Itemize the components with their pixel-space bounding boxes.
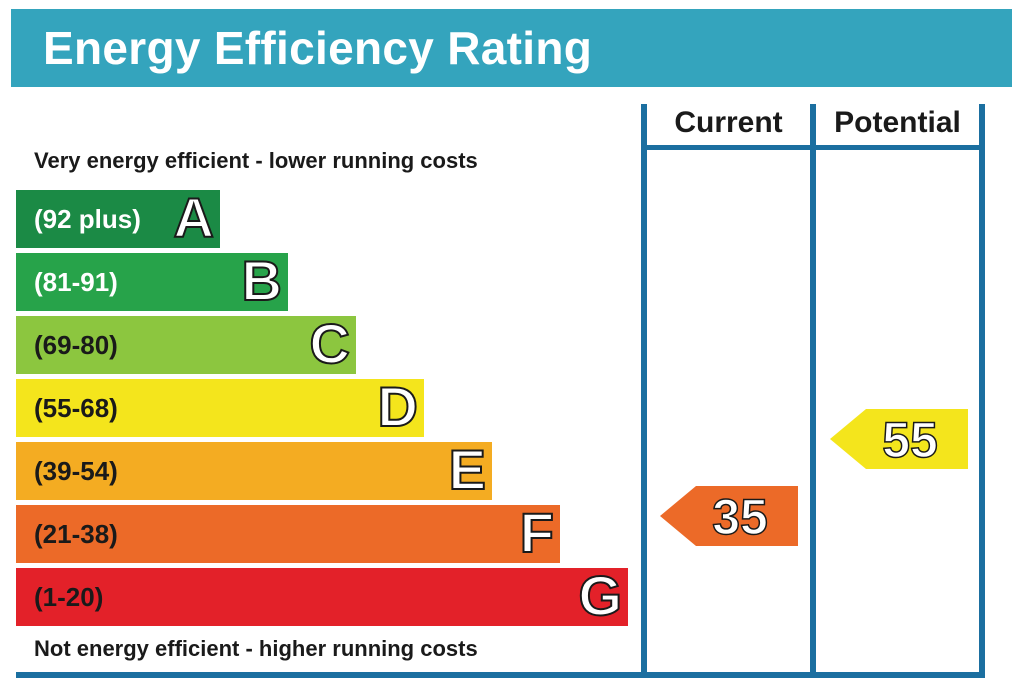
rating-band-range: (21-38): [34, 519, 118, 549]
rating-band-letter: G: [577, 564, 623, 627]
rating-band-letter: D: [377, 375, 419, 438]
rating-band-letter: A: [173, 186, 215, 249]
rating-band-range: (55-68): [34, 393, 118, 423]
rating-band-range: (81-91): [34, 267, 118, 297]
frame-line-right: [979, 104, 985, 675]
frame-line-bottom: [16, 672, 985, 678]
rating-band-letter: F: [519, 501, 555, 564]
page-title: Energy Efficiency Rating: [43, 22, 593, 74]
current-column-header: Current: [674, 106, 783, 139]
rating-band-range: (1-20): [34, 582, 104, 612]
title-bar: Energy Efficiency Rating: [11, 9, 1012, 87]
rating-band-b: (81-91) B: [16, 249, 288, 312]
rating-band-range: (92 plus): [34, 204, 141, 234]
potential-rating-value: 55: [882, 412, 938, 468]
potential-column-header: Potential: [834, 106, 961, 139]
rating-band-letter: E: [448, 438, 487, 501]
rating-band-g: (1-20) G: [16, 564, 628, 627]
rating-band-c: (69-80) C: [16, 312, 356, 375]
rating-band-a: (92 plus) A: [16, 186, 220, 249]
potential-rating-arrow-shape: [830, 409, 968, 469]
current-rating-value: 35: [712, 489, 768, 545]
rating-band-range: (39-54): [34, 456, 118, 486]
rating-band-f: (21-38) F: [16, 501, 560, 564]
frame-line-header: [641, 145, 985, 150]
rating-band-letter: B: [241, 249, 283, 312]
potential-rating-arrow: 55: [830, 409, 968, 469]
rating-band-e: (39-54) E: [16, 438, 492, 501]
bottom-caption: Not energy efficient - higher running co…: [34, 636, 478, 661]
top-caption: Very energy efficient - lower running co…: [34, 148, 478, 173]
rating-band-range: (69-80): [34, 330, 118, 360]
rating-band-letter: C: [309, 312, 351, 375]
frame-line-middle: [810, 104, 816, 675]
rating-band-d: (55-68) D: [16, 375, 424, 438]
current-rating-arrow-shape: [660, 486, 798, 546]
frame-line-left: [641, 104, 647, 675]
current-rating-arrow: 35: [660, 486, 798, 546]
